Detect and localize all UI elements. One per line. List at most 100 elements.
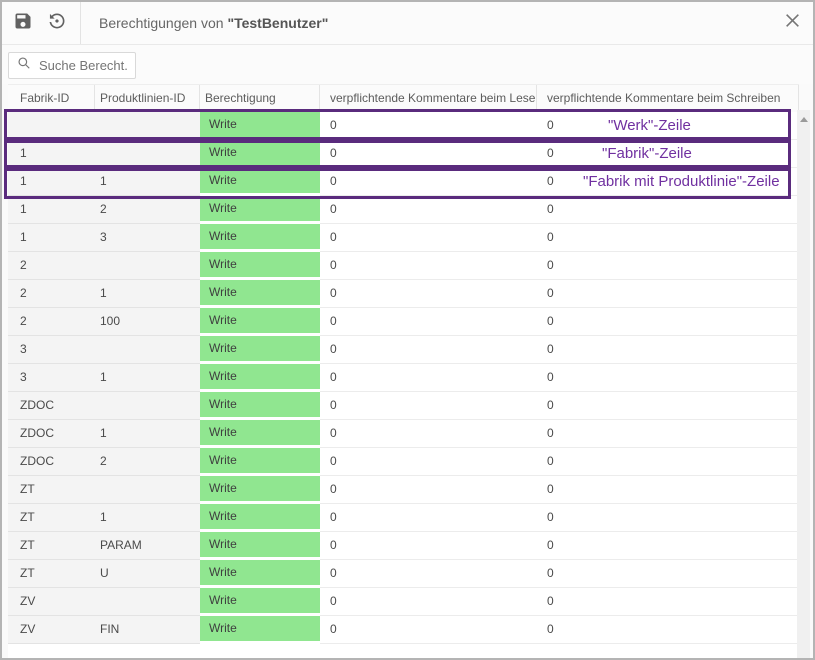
cell-kommentare-lesen[interactable]: 0 <box>320 112 537 140</box>
cell-kommentare-schreiben[interactable]: 0 <box>537 476 799 504</box>
column-header-produktlinien-id[interactable]: Produktlinien-ID <box>95 85 200 113</box>
cell-kommentare-lesen[interactable]: 0 <box>320 252 537 280</box>
cell-kommentare-lesen[interactable]: 0 <box>320 336 537 364</box>
table-row[interactable]: 3 1 Write 0 0 <box>8 364 799 392</box>
cell-fabrik-id[interactable]: ZT <box>8 476 95 504</box>
cell-produktlinien-id[interactable]: 1 <box>95 504 200 532</box>
cell-kommentare-schreiben[interactable]: 0 <box>537 308 799 336</box>
cell-kommentare-schreiben[interactable]: 0 <box>537 280 799 308</box>
cell-fabrik-id[interactable]: 3 <box>8 336 95 364</box>
cell-produktlinien-id[interactable]: 2 <box>95 196 200 224</box>
cell-produktlinien-id[interactable] <box>95 252 200 280</box>
cell-fabrik-id[interactable]: ZT <box>8 504 95 532</box>
cell-kommentare-lesen[interactable]: 0 <box>320 560 537 588</box>
cell-fabrik-id[interactable]: 1 <box>8 196 95 224</box>
cell-berechtigung[interactable]: Write <box>200 224 320 252</box>
table-row[interactable]: 1 3 Write 0 0 <box>8 224 799 252</box>
cell-produktlinien-id[interactable]: 100 <box>95 308 200 336</box>
berechtigung-value-badge[interactable]: Write <box>200 280 320 305</box>
cell-produktlinien-id[interactable]: 2 <box>95 448 200 476</box>
berechtigung-value-badge[interactable]: Write <box>200 392 320 417</box>
cell-kommentare-lesen[interactable]: 0 <box>320 280 537 308</box>
cell-kommentare-lesen[interactable]: 0 <box>320 392 537 420</box>
cell-berechtigung[interactable]: Write <box>200 112 320 140</box>
table-row[interactable]: 1 2 Write 0 0 <box>8 196 799 224</box>
cell-kommentare-lesen[interactable]: 0 <box>320 476 537 504</box>
cell-kommentare-schreiben[interactable]: 0 <box>537 196 799 224</box>
berechtigung-value-badge[interactable]: Write <box>200 168 320 193</box>
column-header-fabrik-id[interactable]: Fabrik-ID <box>8 85 95 113</box>
berechtigung-value-badge[interactable]: Write <box>200 224 320 249</box>
cell-berechtigung[interactable]: Write <box>200 308 320 336</box>
table-row[interactable]: 1 Write 0 0 <box>8 140 799 168</box>
berechtigung-value-badge[interactable]: Write <box>200 560 320 585</box>
cell-kommentare-schreiben[interactable]: 0 <box>537 588 799 616</box>
close-button[interactable] <box>777 8 807 38</box>
table-row[interactable]: 2 Write 0 0 <box>8 252 799 280</box>
cell-fabrik-id[interactable]: ZDOC <box>8 448 95 476</box>
search-box[interactable] <box>8 52 136 79</box>
cell-fabrik-id[interactable]: 1 <box>8 140 95 168</box>
cell-fabrik-id[interactable]: 1 <box>8 224 95 252</box>
column-header-kommentare-schreiben[interactable]: verpflichtende Kommentare beim Schreiben <box>537 85 799 113</box>
berechtigung-value-badge[interactable]: Write <box>200 112 320 137</box>
cell-berechtigung[interactable]: Write <box>200 532 320 560</box>
cell-berechtigung[interactable]: Write <box>200 420 320 448</box>
cell-kommentare-lesen[interactable]: 0 <box>320 588 537 616</box>
cell-berechtigung[interactable]: Write <box>200 252 320 280</box>
berechtigung-value-badge[interactable]: Write <box>200 364 320 389</box>
berechtigung-value-badge[interactable]: Write <box>200 504 320 529</box>
cell-fabrik-id[interactable]: 3 <box>8 364 95 392</box>
cell-produktlinien-id[interactable]: 1 <box>95 420 200 448</box>
cell-produktlinien-id[interactable]: PARAM <box>95 532 200 560</box>
cell-kommentare-lesen[interactable]: 0 <box>320 616 537 644</box>
cell-produktlinien-id[interactable]: 1 <box>95 280 200 308</box>
berechtigung-value-badge[interactable]: Write <box>200 532 320 557</box>
cell-kommentare-lesen[interactable]: 0 <box>320 196 537 224</box>
cell-kommentare-lesen[interactable]: 0 <box>320 532 537 560</box>
berechtigung-value-badge[interactable]: Write <box>200 336 320 361</box>
cell-produktlinien-id[interactable]: U <box>95 560 200 588</box>
search-input[interactable] <box>37 57 129 74</box>
cell-kommentare-schreiben[interactable]: 0 <box>537 504 799 532</box>
cell-produktlinien-id[interactable] <box>95 392 200 420</box>
table-row[interactable]: ZT U Write 0 0 <box>8 560 799 588</box>
cell-kommentare-schreiben[interactable]: 0 <box>537 420 799 448</box>
cell-kommentare-schreiben[interactable]: 0 <box>537 532 799 560</box>
restore-button[interactable] <box>40 6 74 40</box>
column-header-kommentare-lesen[interactable]: verpflichtende Kommentare beim Lesen <box>320 85 537 113</box>
table-row[interactable]: ZDOC 1 Write 0 0 <box>8 420 799 448</box>
cell-produktlinien-id[interactable]: 1 <box>95 168 200 196</box>
cell-produktlinien-id[interactable]: 3 <box>95 224 200 252</box>
berechtigung-value-badge[interactable]: Write <box>200 448 320 473</box>
cell-berechtigung[interactable]: Write <box>200 504 320 532</box>
table-row[interactable]: ZDOC Write 0 0 <box>8 392 799 420</box>
cell-berechtigung[interactable]: Write <box>200 560 320 588</box>
cell-berechtigung[interactable]: Write <box>200 588 320 616</box>
cell-kommentare-schreiben[interactable]: 0 <box>537 616 799 644</box>
table-row[interactable]: 3 Write 0 0 <box>8 336 799 364</box>
cell-fabrik-id[interactable]: ZDOC <box>8 392 95 420</box>
vertical-scrollbar[interactable] <box>797 110 810 658</box>
table-row[interactable]: 2 100 Write 0 0 <box>8 308 799 336</box>
cell-produktlinien-id[interactable] <box>95 588 200 616</box>
berechtigung-value-badge[interactable]: Write <box>200 140 320 165</box>
cell-kommentare-lesen[interactable]: 0 <box>320 364 537 392</box>
cell-berechtigung[interactable]: Write <box>200 476 320 504</box>
table-row[interactable]: ZV Write 0 0 <box>8 588 799 616</box>
cell-fabrik-id[interactable]: ZDOC <box>8 420 95 448</box>
cell-kommentare-lesen[interactable]: 0 <box>320 308 537 336</box>
scrollbar-up-arrow-icon[interactable] <box>799 117 808 122</box>
cell-berechtigung[interactable]: Write <box>200 364 320 392</box>
cell-berechtigung[interactable]: Write <box>200 336 320 364</box>
save-button[interactable] <box>6 6 40 40</box>
table-row[interactable]: ZT PARAM Write 0 0 <box>8 532 799 560</box>
cell-produktlinien-id[interactable]: 1 <box>95 364 200 392</box>
table-row[interactable]: 1 1 Write 0 0 <box>8 168 799 196</box>
cell-fabrik-id[interactable]: ZV <box>8 588 95 616</box>
cell-kommentare-lesen[interactable]: 0 <box>320 504 537 532</box>
cell-kommentare-schreiben[interactable]: 0 <box>537 392 799 420</box>
table-row[interactable]: ZV FIN Write 0 0 <box>8 616 799 644</box>
cell-kommentare-schreiben[interactable]: 0 <box>537 168 799 196</box>
cell-kommentare-schreiben[interactable]: 0 <box>537 336 799 364</box>
